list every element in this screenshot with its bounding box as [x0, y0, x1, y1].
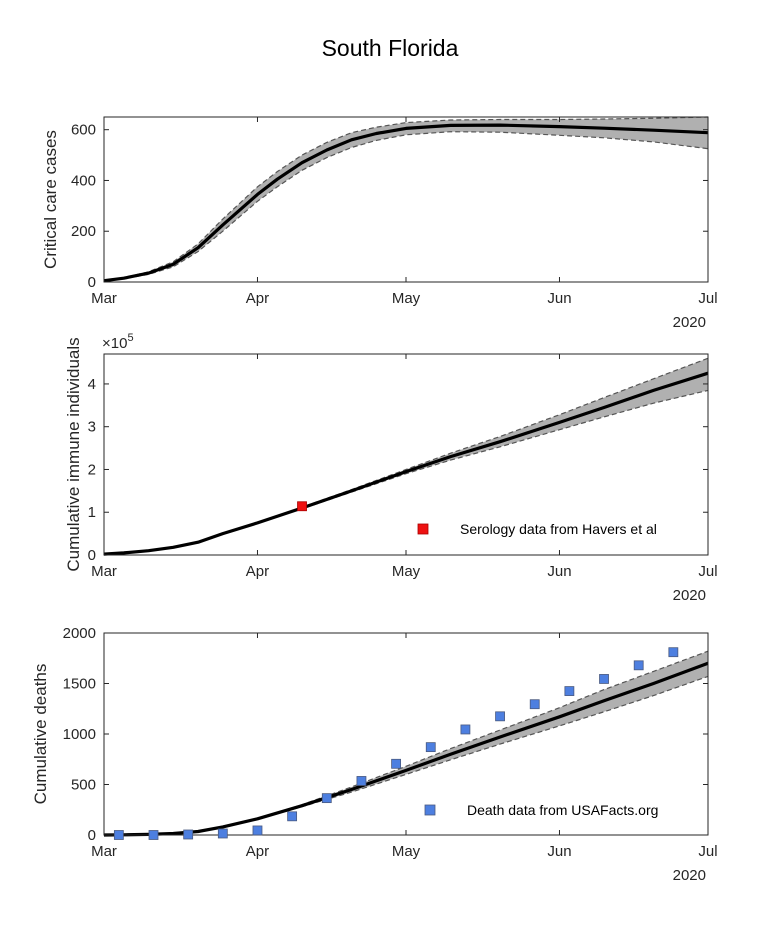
- data-point: [391, 758, 401, 769]
- x-year-label: 2020: [673, 314, 706, 331]
- y-tick-label: 1500: [63, 676, 96, 693]
- data-point: [564, 686, 575, 696]
- y-tick-label: 0: [88, 547, 96, 564]
- legend-marker: [424, 804, 436, 816]
- figure-title: South Florida: [322, 35, 459, 61]
- x-tick-label: Apr: [246, 843, 269, 860]
- legend-label: Serology data from Havers et al: [460, 521, 657, 537]
- x-tick-label: Apr: [246, 290, 269, 307]
- panel-2: Mar Apr May Jun Jul 2020 0 1 2 3 4 ×105 Cumulative i…: [64, 332, 718, 604]
- x-tick-label: Mar: [91, 563, 117, 580]
- y-tick-label: 3: [88, 419, 96, 436]
- x-tick-label: Mar: [91, 843, 117, 860]
- data-point: [287, 811, 298, 822]
- x-tick-label: Jun: [547, 843, 571, 860]
- median-line: [103, 371, 709, 556]
- panel-1: Mar Apr May Jun Jul 2020 0 200 400 600 Critical ca…: [41, 116, 718, 331]
- data-point: [599, 674, 609, 684]
- x-tick-label: May: [392, 563, 421, 580]
- x-tick-label: Jul: [698, 290, 717, 307]
- upper-bound-line: [103, 116, 709, 282]
- data-point: [321, 793, 332, 804]
- data-point: [633, 660, 644, 671]
- y-tick-label: 0: [88, 827, 96, 844]
- data-point: [113, 830, 124, 840]
- y-tick-label: 200: [71, 223, 96, 240]
- x-tick-label: May: [392, 843, 421, 860]
- y-tick-label: 0: [88, 274, 96, 291]
- x-year-label: 2020: [673, 867, 706, 884]
- x-tick-label: Apr: [246, 563, 269, 580]
- data-point: [183, 829, 194, 840]
- x-tick-label: Jun: [547, 563, 571, 580]
- axes-box: [103, 116, 709, 283]
- data-point: [668, 647, 679, 658]
- y-tick-label: 500: [71, 777, 96, 794]
- legend-marker: [417, 523, 429, 535]
- y-axis-label: Cumulative deaths: [31, 664, 50, 805]
- y-tick-label: 1000: [63, 726, 96, 743]
- legend-label: Death data from USAFacts.org: [467, 802, 658, 818]
- x-tick-label: Jul: [698, 843, 717, 860]
- data-point: [529, 699, 540, 710]
- y-tick-label: 2000: [63, 625, 96, 642]
- y-tick-label: 4: [88, 376, 96, 393]
- data-point: [425, 742, 436, 753]
- y-tick-label: 400: [71, 172, 96, 189]
- data-point: [460, 724, 471, 735]
- data-point: [356, 776, 367, 786]
- median-line: [103, 123, 709, 283]
- x-tick-label: Jul: [698, 563, 717, 580]
- y-exponent-label: ×105: [102, 332, 134, 352]
- confidence-band: [104, 117, 708, 281]
- data-point: [148, 830, 159, 840]
- x-tick-label: Mar: [91, 290, 117, 307]
- data-point: [495, 711, 505, 722]
- y-tick-label: 600: [71, 122, 96, 139]
- y-axis-label: Critical care cases: [41, 130, 60, 269]
- y-tick-label: 2: [88, 461, 96, 478]
- x-tick-label: May: [392, 290, 421, 307]
- data-point: [217, 828, 228, 839]
- y-axis-label: Cumulative immune individuals: [64, 337, 83, 571]
- x-tick-label: Jun: [547, 290, 571, 307]
- data-point: [297, 501, 307, 512]
- lower-bound-line: [103, 131, 709, 282]
- x-year-label: 2020: [673, 587, 706, 604]
- data-point: [252, 825, 263, 836]
- y-tick-label: 1: [88, 504, 96, 521]
- panel-3: Mar Apr May Jun Jul 2020 0 500 1000 1500 2000 Cumul…: [31, 625, 718, 884]
